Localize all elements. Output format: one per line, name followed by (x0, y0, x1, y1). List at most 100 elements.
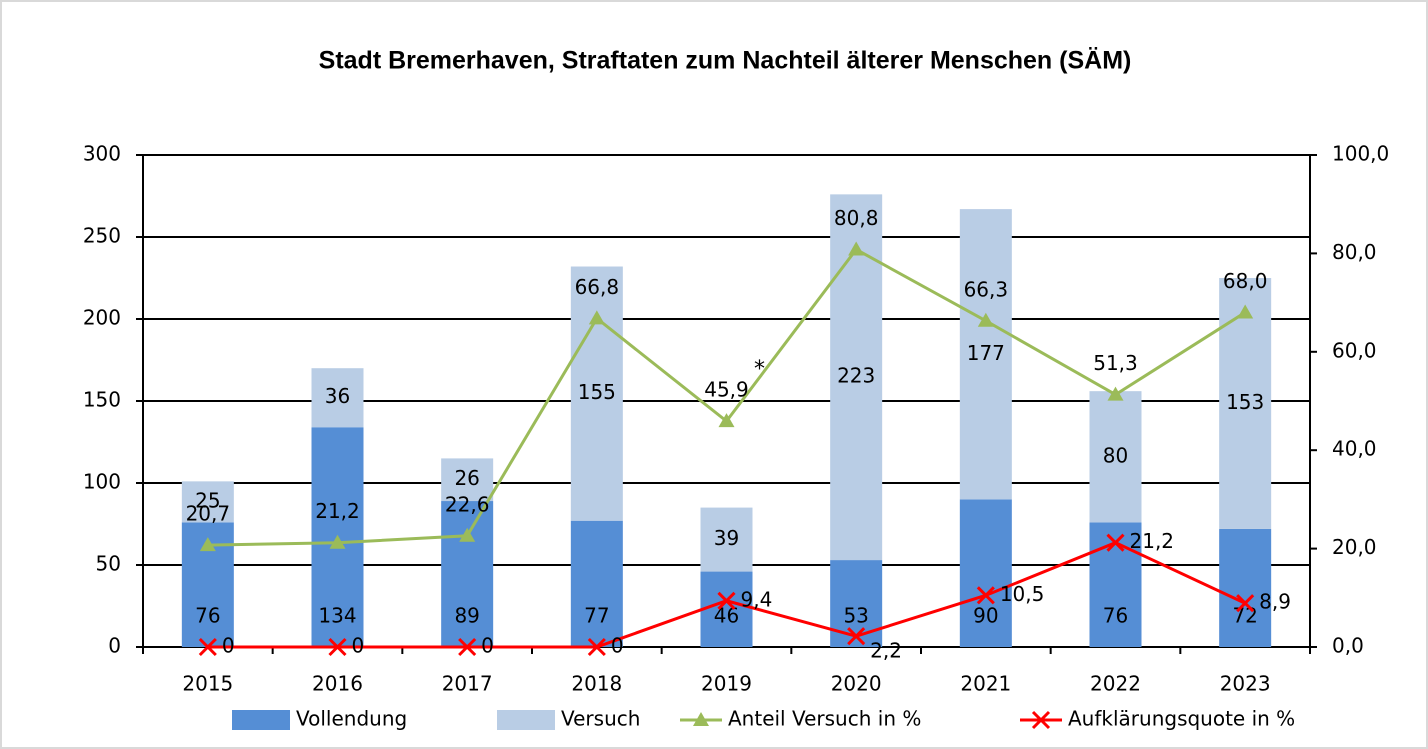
y-tick-label: 50 (96, 552, 121, 576)
line-value-label: 20,7 (186, 502, 231, 526)
line-value-label: 0 (481, 634, 494, 658)
marker (693, 712, 709, 726)
x-tick-label: 2021 (960, 672, 1011, 696)
y-tick-label: 0 (108, 634, 121, 658)
marker (847, 627, 866, 646)
y-tick-label: 100 (83, 470, 121, 494)
bar-value-label: 223 (837, 364, 875, 388)
bar-value-label: 76 (1103, 604, 1128, 628)
bar (441, 458, 494, 502)
bar-value-label: 72 (1232, 604, 1257, 628)
bar-value-label: 77 (584, 604, 609, 628)
bar (1089, 391, 1142, 523)
legend-swatch (232, 710, 290, 730)
line-value-label: 10,5 (1000, 582, 1045, 606)
marker (328, 637, 347, 657)
marker (458, 637, 477, 657)
y2-tick-label: 80,0 (1332, 240, 1377, 264)
bar-value-label: 80 (1103, 443, 1128, 467)
x-tick-label: 2017 (442, 672, 493, 696)
line-value-label: 8,9 (1259, 590, 1291, 614)
line-value-label: 22,6 (445, 492, 490, 516)
marker (977, 312, 994, 327)
y2-tick-label: 40,0 (1332, 437, 1377, 461)
x-tick-label: 2023 (1220, 672, 1271, 696)
line-value-label: 0 (222, 634, 235, 658)
bar-value-label: 177 (967, 341, 1005, 365)
bar-value-label: 36 (325, 384, 350, 408)
bar (700, 507, 753, 572)
marker (587, 637, 606, 657)
x-tick-label: 2016 (312, 672, 363, 696)
bar (700, 571, 753, 647)
bar-value-label: 76 (195, 604, 220, 628)
line-value-label: 9,4 (741, 587, 773, 611)
line-value-label: 0 (352, 634, 365, 658)
bar (570, 520, 623, 647)
bar-value-label: 89 (454, 604, 479, 628)
bar-value-label: 155 (578, 380, 616, 404)
line-value-label: 45,9 (704, 378, 749, 402)
bar-value-label: 134 (318, 604, 356, 628)
legend-swatch (497, 710, 555, 730)
y-tick-label: 250 (83, 224, 121, 248)
bar (441, 501, 494, 647)
marker (1106, 533, 1125, 552)
marker (848, 241, 865, 256)
bar (1219, 278, 1272, 529)
y-tick-label: 300 (83, 142, 121, 166)
line-value-label: 68,0 (1223, 269, 1268, 293)
bar (959, 209, 1012, 500)
legend-label: Vollendung (296, 707, 407, 731)
x-tick-label: 2018 (571, 672, 622, 696)
line-value-label: 66,3 (964, 277, 1009, 301)
marker (1237, 304, 1254, 319)
legend-label: Versuch (561, 707, 640, 731)
bar (959, 499, 1012, 647)
bar-value-label: 53 (843, 604, 868, 628)
marker (198, 637, 217, 657)
chart-title: Stadt Bremerhaven, Straftaten zum Nachte… (319, 47, 1132, 75)
y-tick-label: 200 (83, 306, 121, 330)
x-tick-label: 2020 (831, 672, 882, 696)
y2-tick-label: 0,0 (1332, 634, 1364, 658)
y2-tick-label: 20,0 (1332, 535, 1377, 559)
bar-value-label: 90 (973, 604, 998, 628)
annotation: * (754, 357, 765, 382)
bar (1219, 528, 1272, 647)
marker (1031, 710, 1051, 730)
marker (976, 586, 995, 605)
bar (181, 481, 234, 523)
line-value-label: 0 (611, 634, 624, 658)
x-tick-label: 2019 (701, 672, 752, 696)
line-value-label: 66,8 (575, 275, 620, 299)
y-tick-label: 150 (83, 388, 121, 412)
line-value-label: 80,8 (834, 206, 879, 230)
bar-value-label: 25 (195, 488, 220, 512)
line-value-label: 51,3 (1093, 351, 1138, 375)
marker (459, 527, 476, 542)
marker (1107, 386, 1124, 401)
marker (718, 413, 735, 428)
marker (717, 591, 736, 610)
bar-value-label: 153 (1226, 390, 1264, 414)
y2-tick-label: 100,0 (1332, 142, 1389, 166)
line-value-label: 21,2 (1130, 529, 1175, 553)
legend-label: Anteil Versuch in % (728, 707, 921, 731)
x-tick-label: 2015 (182, 672, 233, 696)
bar (311, 368, 364, 428)
marker (329, 534, 346, 549)
marker (199, 537, 216, 552)
marker (588, 310, 605, 325)
line-value-label: 21,2 (315, 499, 360, 523)
legend-label: Aufklärungsquote in % (1068, 707, 1295, 731)
bar-value-label: 46 (714, 604, 739, 628)
marker (1236, 594, 1255, 613)
bar (570, 266, 623, 521)
line-value-label: 2,2 (870, 639, 902, 663)
bar-value-label: 26 (454, 466, 479, 490)
bar-value-label: 39 (714, 526, 739, 550)
x-tick-label: 2022 (1090, 672, 1141, 696)
y2-tick-label: 60,0 (1332, 338, 1377, 362)
